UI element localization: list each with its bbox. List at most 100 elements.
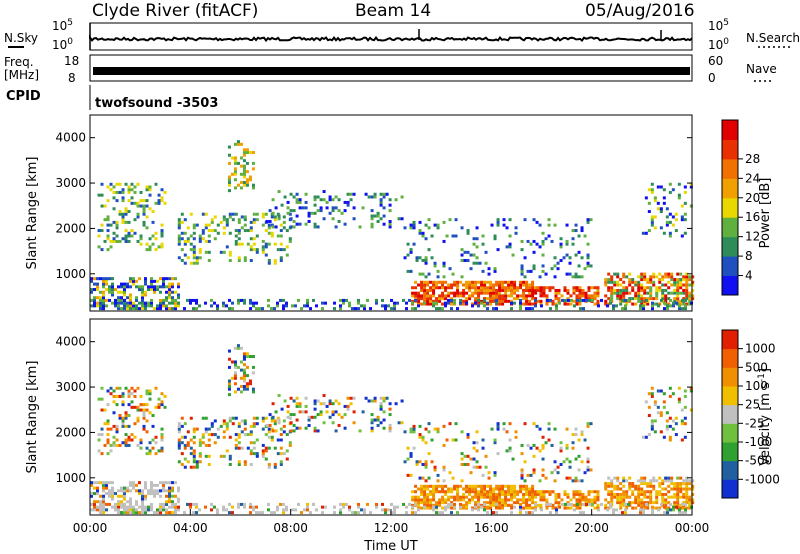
power-cell bbox=[683, 218, 687, 222]
velocity-cell bbox=[192, 441, 196, 445]
velocity-cell bbox=[102, 508, 105, 512]
velocity-cell bbox=[568, 465, 572, 469]
power-cell bbox=[160, 245, 164, 249]
velocity-cell bbox=[168, 505, 171, 509]
velocity-cell bbox=[426, 498, 430, 502]
power-cell bbox=[251, 167, 255, 171]
power-cell bbox=[195, 261, 199, 265]
velocity-cell bbox=[239, 384, 243, 388]
velocity-cell bbox=[557, 503, 561, 507]
power-cell bbox=[129, 279, 132, 283]
power-cell bbox=[579, 307, 582, 311]
power-cell bbox=[661, 278, 665, 282]
velocity-cell bbox=[580, 479, 584, 483]
power-cell bbox=[586, 218, 590, 222]
power-cell bbox=[282, 307, 285, 311]
velocity-cell bbox=[227, 382, 231, 386]
power-cell bbox=[370, 214, 374, 218]
power-cell bbox=[498, 283, 502, 287]
power-cell bbox=[154, 201, 158, 205]
power-cell bbox=[604, 283, 608, 287]
power-cell bbox=[171, 282, 174, 286]
power-cell bbox=[157, 245, 161, 249]
power-cell bbox=[532, 218, 536, 222]
power-cell bbox=[345, 298, 348, 302]
velocity-cell bbox=[339, 502, 342, 506]
power-cell bbox=[606, 304, 609, 308]
power-cell bbox=[373, 214, 377, 218]
velocity-cell bbox=[106, 389, 110, 393]
power-cell bbox=[249, 307, 252, 311]
power-cell bbox=[474, 286, 478, 290]
velocity-cell bbox=[483, 502, 486, 506]
power-cell bbox=[507, 299, 511, 303]
velocity-cell bbox=[357, 505, 360, 509]
velocity-cell bbox=[474, 503, 478, 507]
power-cell bbox=[628, 280, 632, 284]
power-cell bbox=[133, 190, 137, 194]
velocity-cell bbox=[683, 394, 687, 398]
velocity-cell bbox=[514, 435, 518, 439]
velocity-cell bbox=[637, 498, 641, 502]
power-cell bbox=[444, 280, 448, 284]
velocity-cell bbox=[130, 405, 134, 409]
velocity-cell bbox=[111, 489, 114, 493]
velocity-cell bbox=[498, 492, 502, 496]
power-cell bbox=[571, 237, 575, 241]
velocity-cell bbox=[510, 503, 514, 507]
velocity-cell bbox=[273, 511, 276, 515]
power-cell bbox=[135, 307, 138, 311]
power-cell bbox=[679, 272, 683, 276]
power-cell bbox=[553, 275, 557, 279]
power-cell bbox=[568, 261, 572, 265]
velocity-cell bbox=[195, 511, 198, 515]
power-cell bbox=[569, 294, 573, 298]
velocity-cell bbox=[393, 511, 396, 515]
power-cell bbox=[525, 280, 529, 284]
velocity-cell bbox=[565, 476, 569, 480]
velocity-cell bbox=[328, 415, 332, 419]
velocity-cell bbox=[480, 492, 484, 496]
velocity-cell bbox=[118, 394, 122, 398]
power-cell bbox=[135, 298, 138, 302]
power-heatmap-cells bbox=[90, 140, 695, 311]
velocity-cell bbox=[216, 511, 219, 515]
power-cell bbox=[496, 248, 500, 252]
velocity-cell bbox=[424, 479, 428, 483]
velocity-cell bbox=[381, 502, 384, 506]
power-cell bbox=[349, 192, 353, 196]
velocity-cell bbox=[643, 492, 647, 496]
velocity-cell bbox=[252, 508, 255, 512]
power-cell bbox=[656, 185, 660, 189]
power-cell bbox=[462, 291, 466, 295]
power-cell bbox=[150, 304, 153, 308]
velocity-cell bbox=[513, 505, 516, 509]
power-cell bbox=[364, 192, 368, 196]
power-cell bbox=[663, 307, 666, 311]
power-cell bbox=[586, 253, 590, 257]
velocity-cell bbox=[111, 505, 114, 509]
velocity-cell bbox=[610, 484, 614, 488]
velocity-cell bbox=[471, 490, 475, 494]
power-cell bbox=[435, 307, 438, 311]
velocity-cell bbox=[593, 506, 597, 510]
power-cell bbox=[411, 291, 415, 295]
velocity-cell bbox=[676, 498, 680, 502]
power-cell bbox=[661, 283, 665, 287]
velocity-cell bbox=[520, 443, 524, 447]
power-cell bbox=[154, 237, 158, 241]
power-cell bbox=[668, 231, 672, 235]
velocity-cell bbox=[545, 501, 549, 505]
velocity-colorbar-segment bbox=[722, 367, 738, 387]
power-cell bbox=[414, 297, 418, 301]
velocity-cell bbox=[511, 457, 515, 461]
power-colorbar-tick-label: 8 bbox=[745, 249, 753, 263]
velocity-cell bbox=[99, 502, 102, 506]
power-cell bbox=[501, 297, 505, 301]
velocity-cell bbox=[523, 460, 527, 464]
power-cell bbox=[593, 291, 597, 295]
velocity-cell bbox=[427, 430, 431, 434]
power-cell bbox=[483, 297, 487, 301]
velocity-cell bbox=[652, 484, 656, 488]
velocity-cell bbox=[643, 476, 647, 480]
